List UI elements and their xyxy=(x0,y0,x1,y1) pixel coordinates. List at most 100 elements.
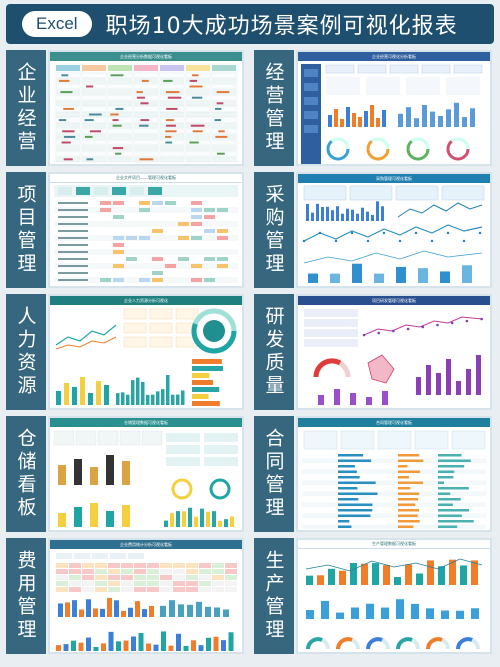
mini-shape xyxy=(63,158,73,161)
mini-shape xyxy=(351,209,354,221)
mini-shape xyxy=(225,581,237,586)
mini-shape xyxy=(397,202,483,218)
mini-shape xyxy=(58,265,88,267)
mini-shape xyxy=(185,117,211,123)
mini-shape xyxy=(185,112,211,117)
mini-shape xyxy=(212,587,224,592)
mini-shape xyxy=(153,644,159,651)
mini-shape xyxy=(212,563,224,568)
mini-shape xyxy=(411,603,419,619)
mini-shape xyxy=(199,575,211,580)
row-1: 企业经营 企业经营分析数据可视化看板 经营管理 企业经营可视化分析看板 xyxy=(6,50,494,166)
thumbnail-rd-quality[interactable]: 项目研发管理可视化看板 xyxy=(296,294,492,410)
mini-shape xyxy=(81,140,107,145)
mini-shape xyxy=(141,381,145,405)
thumb-title: 生产管理数据可视化看板 xyxy=(372,541,416,546)
mini-shape xyxy=(217,264,228,268)
mini-shape xyxy=(453,64,483,74)
mini-shape xyxy=(58,223,88,225)
mini-shape xyxy=(194,516,198,527)
mini-shape xyxy=(438,492,451,495)
mini-shape xyxy=(338,459,372,462)
mini-shape xyxy=(328,568,335,585)
mini-shape xyxy=(108,563,120,568)
mini-shape xyxy=(215,107,222,110)
mini-shape xyxy=(166,457,200,466)
mini-shape xyxy=(199,581,211,586)
mini-shape xyxy=(165,124,176,127)
mini-shape xyxy=(338,509,373,512)
mini-shape xyxy=(86,637,91,651)
mini-shape xyxy=(418,268,428,283)
mini-shape xyxy=(139,278,150,282)
mini-shape xyxy=(211,117,237,123)
thumbnail-warehouse[interactable]: 仓储管理数据可视化看板 xyxy=(48,416,244,532)
mini-shape xyxy=(302,513,486,518)
mini-shape xyxy=(338,476,360,479)
mini-shape xyxy=(302,497,486,502)
mini-shape xyxy=(113,215,124,219)
mini-shape xyxy=(456,381,461,395)
mini-shape xyxy=(339,570,346,585)
thumbnail-procurement[interactable]: 采购管理可视化看板 xyxy=(296,172,492,288)
mini-shape xyxy=(191,236,202,240)
thumbnail-human-resources[interactable]: 企业人力资源分析可视化 xyxy=(48,294,244,410)
mini-shape xyxy=(216,91,230,94)
thumbnail-business-management[interactable]: 企业经营可视化分析看板 xyxy=(296,50,492,166)
mini-shape xyxy=(149,308,173,320)
mini-shape xyxy=(58,258,88,260)
mini-shape xyxy=(165,141,173,144)
mini-shape xyxy=(366,637,383,650)
mini-shape xyxy=(396,599,404,619)
mini-shape xyxy=(55,117,81,123)
mini-shape xyxy=(108,581,120,586)
mini-shape xyxy=(381,206,384,221)
mini-shape xyxy=(163,79,173,82)
mini-shape xyxy=(185,100,211,106)
mini-shape xyxy=(81,89,107,95)
mini-shape xyxy=(159,84,185,89)
mini-shape xyxy=(176,394,180,405)
mini-shape xyxy=(456,610,464,619)
mini-shape xyxy=(55,336,117,350)
mini-shape xyxy=(304,329,358,337)
thumbnail-project-management[interactable]: 企业文件项目——管理可视化看板 xyxy=(48,172,244,288)
mini-shape xyxy=(362,333,366,337)
mini-shape xyxy=(107,112,133,117)
mini-shape xyxy=(398,454,420,457)
mini-shape xyxy=(133,134,159,140)
mini-shape xyxy=(371,214,374,221)
mini-shape xyxy=(421,64,451,74)
thumbnail-enterprise-operation[interactable]: 企业经营分析数据可视化看板 xyxy=(48,50,244,166)
mini-shape xyxy=(168,645,174,651)
mini-shape xyxy=(160,575,172,580)
mini-shape xyxy=(134,65,158,71)
mini-shape xyxy=(133,128,159,134)
thumbnail-expense[interactable]: 企业费用统计分析可视化看板 xyxy=(48,538,244,654)
mini-shape xyxy=(346,208,349,221)
mini-shape xyxy=(398,520,420,523)
mini-shape xyxy=(211,112,237,117)
mini-shape xyxy=(152,229,163,233)
mini-shape xyxy=(178,222,189,226)
mini-shape xyxy=(171,394,175,405)
mini-shape xyxy=(101,643,106,651)
mini-shape xyxy=(440,271,450,283)
mini-shape xyxy=(86,158,94,161)
mini-shape xyxy=(181,390,185,405)
mini-shape xyxy=(165,135,172,138)
mini-shape xyxy=(75,430,97,446)
mini-shape xyxy=(185,151,211,157)
mini-shape xyxy=(115,152,122,155)
row-2: 项目管理 企业文件项目——管理可视化看板 采购管理 采购管理可视化看板 xyxy=(6,172,494,288)
thumbnail-contract[interactable]: 合同管理可视化看板 xyxy=(296,416,492,532)
mini-shape xyxy=(58,119,67,122)
thumb-title: 企业经营可视化分析看板 xyxy=(372,53,416,59)
category-label: 费用管理 xyxy=(6,538,46,654)
mini-shape xyxy=(58,513,66,527)
thumbnail-production[interactable]: 生产管理数据可视化看板 xyxy=(296,538,492,654)
mini-shape xyxy=(321,206,324,221)
mini-shape xyxy=(81,84,107,89)
mini-shape xyxy=(186,587,198,592)
row-5: 费用管理 企业费用统计分析可视化看板 生产管理 生产管理数据可视化看板 xyxy=(6,538,494,654)
